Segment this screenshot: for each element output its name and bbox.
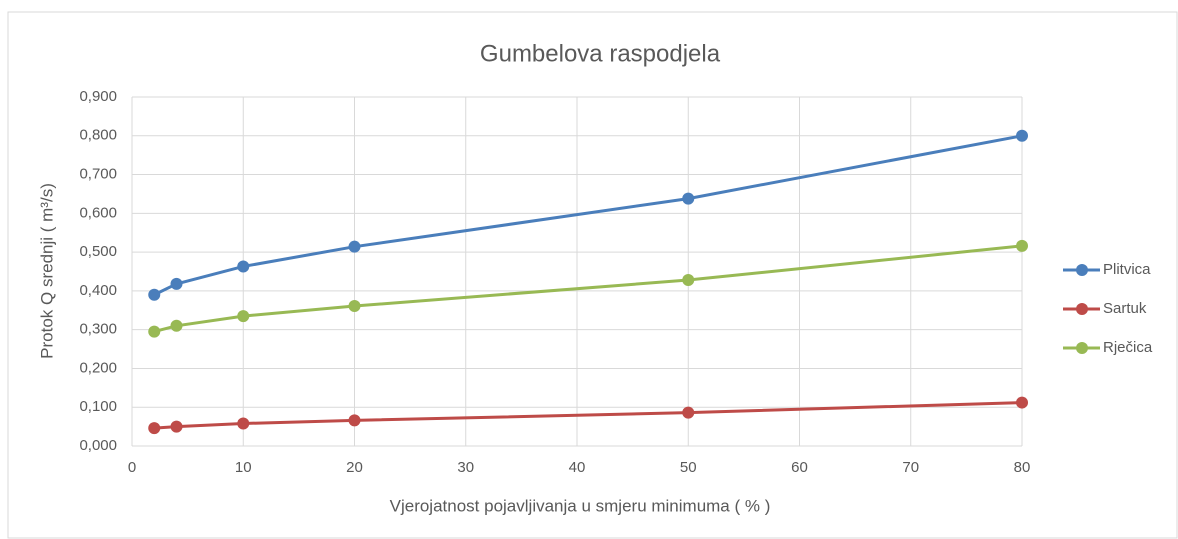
data-point (682, 406, 695, 419)
data-point (170, 420, 183, 433)
data-point (148, 325, 161, 338)
x-tick-label: 0 (128, 459, 136, 476)
data-point (682, 192, 695, 205)
legend-marker (1076, 264, 1088, 276)
y-tick-label: 0,200 (79, 359, 117, 376)
x-tick-label: 20 (346, 459, 363, 476)
legend-label: Rječica (1103, 339, 1153, 356)
data-point (237, 260, 250, 273)
y-tick-label: 0,400 (79, 282, 117, 299)
x-tick-label: 10 (235, 459, 252, 476)
data-point (237, 417, 250, 430)
x-tick-label: 60 (791, 459, 808, 476)
data-point (682, 274, 695, 287)
y-tick-label: 0,500 (79, 243, 117, 260)
legend-marker (1076, 303, 1088, 315)
data-point (148, 422, 161, 435)
legend-marker (1076, 342, 1088, 354)
x-tick-label: 80 (1014, 459, 1031, 476)
x-axis-label: Vjerojatnost pojavljivanja u smjeru mini… (390, 496, 771, 515)
data-point (148, 288, 161, 301)
x-tick-label: 70 (902, 459, 919, 476)
y-tick-label: 0,100 (79, 398, 117, 415)
legend-label: Sartuk (1103, 300, 1147, 317)
y-tick-label: 0,600 (79, 204, 117, 221)
data-point (170, 319, 183, 332)
legend-label: Plitvica (1103, 261, 1151, 278)
data-point (1016, 129, 1028, 142)
data-point (170, 277, 183, 290)
data-point (348, 414, 361, 427)
chart-border (7, 11, 1178, 539)
x-tick-label: 40 (569, 459, 586, 476)
data-point (1016, 239, 1028, 252)
data-point (348, 240, 361, 253)
chart-title: Gumbelova raspodjela (480, 40, 721, 67)
y-tick-label: 0,300 (79, 321, 117, 338)
y-tick-label: 0,900 (79, 88, 117, 105)
x-tick-label: 30 (457, 459, 474, 476)
y-tick-label: 0,800 (79, 127, 117, 144)
data-point (348, 300, 361, 313)
y-tick-label: 0,700 (79, 166, 117, 183)
y-tick-label: 0,000 (79, 437, 117, 454)
x-tick-label: 50 (680, 459, 697, 476)
data-point (237, 310, 250, 323)
y-axis-label: Protok Q srednji ( m³/s) (37, 183, 56, 359)
data-point (1016, 396, 1028, 409)
